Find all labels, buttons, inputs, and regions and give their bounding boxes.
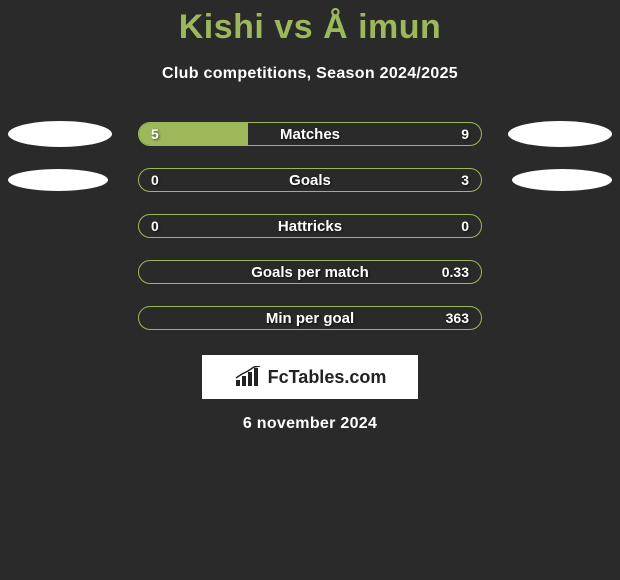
- stat-value-right: 0: [461, 215, 469, 237]
- stat-value-right: 0.33: [442, 261, 469, 283]
- decor-ellipse: [8, 121, 112, 147]
- stat-value-right: 363: [446, 307, 469, 329]
- stat-value-right: 9: [461, 123, 469, 145]
- fill-left: [139, 123, 248, 145]
- title-left: Kishi: [179, 8, 265, 46]
- decor-ellipse: [512, 169, 612, 191]
- stat-pill: 0.33Goals per match: [138, 260, 482, 284]
- subtitle: Club competitions, Season 2024/2025: [0, 65, 620, 83]
- stat-row: 0 0Hattricks: [0, 203, 620, 249]
- bar-chart-icon: [234, 366, 262, 388]
- title-vs: vs: [274, 8, 313, 46]
- stat-label: Hattricks: [139, 215, 481, 237]
- decor-ellipse: [508, 121, 612, 147]
- stat-row: 0.33Goals per match: [0, 249, 620, 295]
- stats-container: 59Matches03Goals00Hattricks0.33Goals per…: [0, 111, 620, 341]
- stat-label: Goals: [139, 169, 481, 191]
- stat-row: 59Matches: [0, 111, 620, 157]
- stat-label: Goals per match: [139, 261, 481, 283]
- stat-pill: 59Matches: [138, 122, 482, 146]
- stat-row: 0 3Goals: [0, 157, 620, 203]
- decor-ellipse: [8, 169, 108, 191]
- stat-value-right: 3: [461, 169, 469, 191]
- stat-value-left: 0: [151, 169, 159, 191]
- title-right: Å imun: [323, 8, 441, 46]
- stat-pill: 363Min per goal: [138, 306, 482, 330]
- date-text: 6 november 2024: [0, 415, 620, 433]
- stat-label: Min per goal: [139, 307, 481, 329]
- stat-pill: 0 3Goals: [138, 168, 482, 192]
- stat-value-left: 0: [151, 215, 159, 237]
- page-title: Kishi vs Å imun: [0, 0, 620, 47]
- stat-pill: 0 0Hattricks: [138, 214, 482, 238]
- stat-row: 363Min per goal: [0, 295, 620, 341]
- fctables-logo[interactable]: FcTables.com: [202, 355, 418, 399]
- logo-text: FcTables.com: [268, 367, 387, 388]
